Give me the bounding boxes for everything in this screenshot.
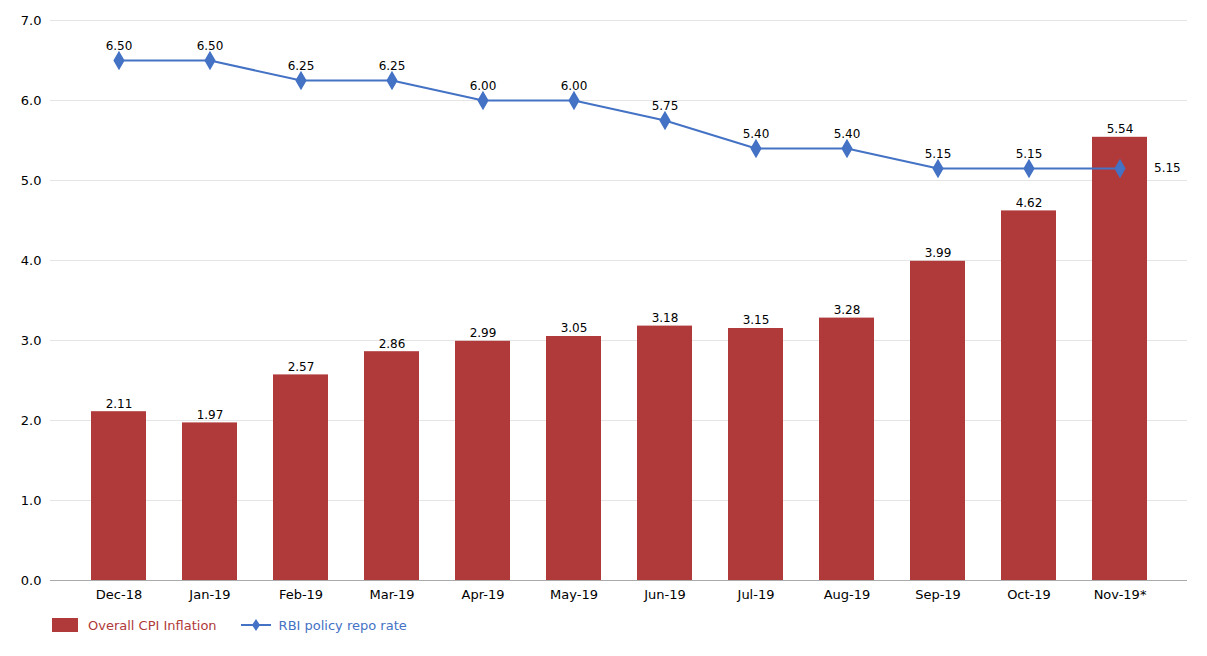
svg-text:5.15: 5.15 — [925, 147, 952, 161]
svg-text:5.54: 5.54 — [1107, 122, 1134, 136]
svg-text:3.05: 3.05 — [561, 321, 588, 335]
svg-text:Apr-19: Apr-19 — [462, 587, 505, 602]
svg-text:1.0: 1.0 — [21, 493, 42, 508]
svg-text:6.50: 6.50 — [197, 39, 224, 53]
svg-text:2.86: 2.86 — [379, 337, 406, 351]
svg-text:Mar-19: Mar-19 — [370, 587, 415, 602]
svg-text:4.0: 4.0 — [21, 253, 42, 268]
svg-text:2.0: 2.0 — [21, 413, 42, 428]
svg-text:3.15: 3.15 — [743, 313, 770, 327]
svg-text:7.0: 7.0 — [21, 13, 42, 28]
svg-text:3.0: 3.0 — [21, 333, 42, 348]
svg-text:5.40: 5.40 — [834, 127, 861, 141]
svg-text:6.0: 6.0 — [21, 93, 42, 108]
html-text:Overall CPI Inflation: Overall CPI Inflation — [88, 617, 217, 633]
svg-text:3.99: 3.99 — [925, 246, 952, 260]
svg-text:2.11: 2.11 — [106, 397, 133, 411]
svg-text:0.0: 0.0 — [21, 573, 42, 588]
svg-text:5.75: 5.75 — [652, 99, 679, 113]
svg-text:6.00: 6.00 — [561, 79, 588, 93]
svg-text:5.15: 5.15 — [1016, 147, 1043, 161]
svg-text:2.99: 2.99 — [470, 326, 497, 340]
html-text:RBI policy repo rate: RBI policy repo rate — [278, 617, 407, 633]
svg-text:5.40: 5.40 — [743, 127, 770, 141]
svg-text:Jul-19: Jul-19 — [737, 587, 775, 602]
svg-text:6.25: 6.25 — [379, 59, 406, 73]
svg-text:6.50: 6.50 — [106, 39, 133, 53]
svg-text:May-19: May-19 — [550, 587, 598, 602]
svg-text:Aug-19: Aug-19 — [824, 587, 871, 602]
svg-text:3.28: 3.28 — [834, 303, 861, 317]
svg-text:Oct-19: Oct-19 — [1007, 587, 1051, 602]
svg-text:5.0: 5.0 — [21, 173, 42, 188]
svg-text:1.97: 1.97 — [197, 408, 224, 422]
svg-text:2.57: 2.57 — [288, 360, 315, 374]
svg-text:6.25: 6.25 — [288, 59, 315, 73]
svg-text:Nov-19*: Nov-19* — [1094, 587, 1147, 602]
svg-text:3.18: 3.18 — [652, 311, 679, 325]
svg-text:Dec-18: Dec-18 — [96, 587, 142, 602]
svg-text:Jun-19: Jun-19 — [643, 587, 686, 602]
svg-text:6.00: 6.00 — [470, 79, 497, 93]
svg-text:Feb-19: Feb-19 — [279, 587, 323, 602]
svg-text:4.62: 4.62 — [1016, 196, 1043, 210]
svg-text:Sep-19: Sep-19 — [915, 587, 961, 602]
svg-text:Jan-19: Jan-19 — [188, 587, 230, 602]
svg-text:5.15: 5.15 — [1154, 161, 1181, 175]
